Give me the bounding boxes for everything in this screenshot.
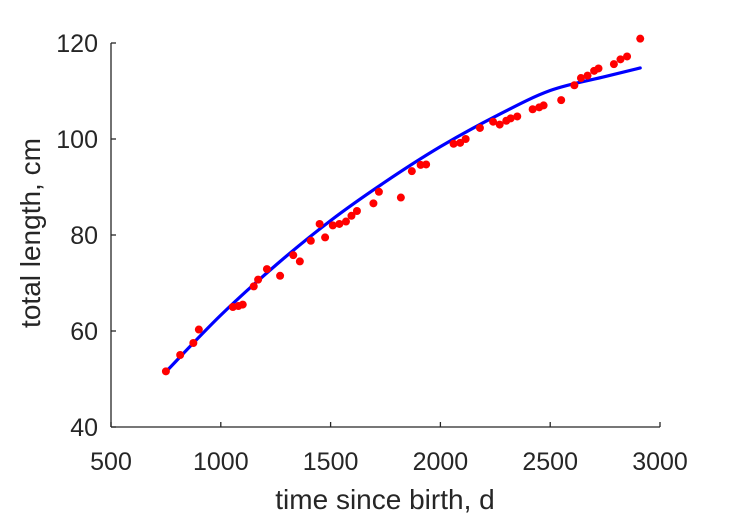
data-point <box>347 211 356 220</box>
y-tick-label: 80 <box>70 222 98 250</box>
data-point <box>609 60 618 69</box>
data-point <box>335 219 344 228</box>
data-point <box>396 193 405 202</box>
data-point <box>249 282 258 291</box>
x-tick-label: 2000 <box>413 448 469 476</box>
data-point <box>306 236 315 245</box>
data-point <box>189 339 198 347</box>
fit-curve-layer <box>164 66 642 374</box>
data-point <box>636 34 645 43</box>
data-point <box>194 325 203 334</box>
data-point <box>289 251 298 260</box>
data-point <box>352 207 361 215</box>
y-tick-label: 100 <box>56 126 98 154</box>
axes <box>110 42 661 428</box>
x-axis-label: time since birth, d <box>275 484 494 515</box>
data-point <box>576 74 585 83</box>
data-point <box>449 139 458 148</box>
data-point <box>513 112 522 121</box>
fit-curve <box>164 66 642 374</box>
y-tick-label: 120 <box>56 30 98 58</box>
data-point <box>616 55 625 64</box>
data-point <box>422 160 431 169</box>
y-tick-label: 40 <box>70 414 98 442</box>
data-point <box>539 101 548 110</box>
data-point <box>495 120 504 129</box>
x-tick-label: 1500 <box>303 448 359 476</box>
data-point <box>461 135 470 143</box>
data-point <box>276 271 285 280</box>
scatter-points-layer <box>161 34 645 376</box>
data-point <box>583 71 592 80</box>
data-point <box>369 199 378 208</box>
data-point <box>623 52 632 61</box>
y-axis-label: total length, cm <box>15 138 46 328</box>
data-point <box>475 123 484 132</box>
data-point <box>176 351 185 359</box>
data-point <box>570 81 579 90</box>
data-point <box>161 367 170 376</box>
data-point <box>506 114 515 123</box>
data-point <box>254 275 263 284</box>
x-tick-label: 2500 <box>522 448 578 476</box>
tick-labels: 500 1000 1500 2000 2500 3000 40 60 80 100 120 <box>56 30 688 476</box>
data-point <box>262 265 271 274</box>
data-point <box>328 221 337 230</box>
data-point <box>407 167 416 176</box>
data-point <box>489 117 498 126</box>
x-tick-label: 500 <box>90 448 132 476</box>
data-point <box>374 187 383 196</box>
x-tick-label: 3000 <box>632 448 688 476</box>
data-point <box>295 257 304 266</box>
data-point <box>238 300 247 309</box>
data-point <box>557 96 566 105</box>
x-tick-label: 1000 <box>193 448 249 476</box>
data-point <box>341 217 350 226</box>
data-point <box>321 233 330 242</box>
data-point <box>594 64 603 73</box>
y-tick-label: 60 <box>70 318 98 346</box>
data-point <box>528 105 537 114</box>
data-point <box>315 219 324 228</box>
